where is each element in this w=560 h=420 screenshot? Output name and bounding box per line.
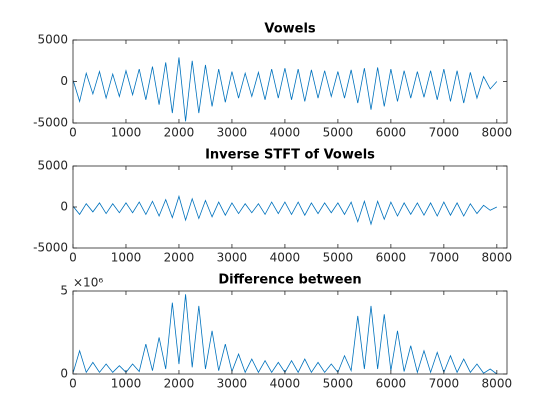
axes-box [72,290,508,375]
x-tick-label: 4000 [270,251,301,265]
x-tick-label: 3000 [217,251,248,265]
x-tick-label: 4000 [270,126,301,140]
subplot-title: Inverse STFT of Vowels [205,148,375,163]
subplot-title: Vowels [264,22,316,37]
subplot-title: Difference between [218,273,361,288]
y-tick-label: 5000 [37,33,68,47]
y-tick-label: 5 [60,284,68,298]
x-tick-label: 8000 [482,377,513,391]
x-tick-label: 2000 [164,126,195,140]
plot-area [73,57,498,122]
x-tick-label: 3000 [217,126,248,140]
x-tick-label: 0 [69,126,77,140]
waveform [73,57,498,122]
x-tick-label: 0 [69,377,77,391]
waveform [73,194,498,226]
x-tick-label: 8000 [482,126,513,140]
x-tick-label: 4000 [270,377,301,391]
x-tick-label: 7000 [429,251,460,265]
plot-area [73,194,498,226]
y-tick-label: -5000 [33,116,68,130]
y-tick-label: 0 [60,367,68,381]
x-tick-label: 1000 [111,251,142,265]
x-tick-label: 7000 [429,126,460,140]
x-tick-label: 0 [69,251,77,265]
x-tick-label: 6000 [376,126,407,140]
x-tick-label: 1000 [111,126,142,140]
axes-box [72,39,508,124]
y-tick-label: 5000 [37,159,68,173]
x-tick-label: 3000 [217,377,248,391]
y-tick-label: 0 [60,200,68,214]
x-tick-label: 6000 [376,251,407,265]
waveform [73,294,498,374]
x-tick-label: 5000 [323,377,354,391]
y-exponent: ×10⁶ [73,276,103,290]
plot-area [73,294,498,374]
x-tick-label: 5000 [323,251,354,265]
x-tick-label: 7000 [429,377,460,391]
x-tick-label: 5000 [323,126,354,140]
x-tick-label: 6000 [376,377,407,391]
x-tick-label: 2000 [164,251,195,265]
x-tick-label: 8000 [482,251,513,265]
y-tick-label: -5000 [33,241,68,255]
x-tick-label: 2000 [164,377,195,391]
y-tick-label: 0 [60,74,68,88]
x-tick-label: 1000 [111,377,142,391]
